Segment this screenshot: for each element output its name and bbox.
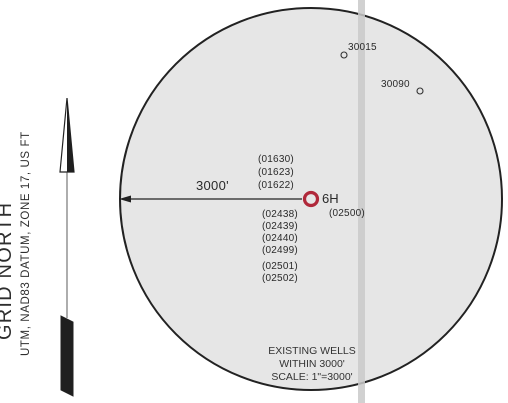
note-line: WITHIN 3000': [279, 358, 345, 370]
note-line: EXISTING WELLS: [268, 345, 356, 357]
grid-north-label: GRID NORTH: [0, 201, 16, 340]
radius-arrow-icon: [119, 195, 131, 203]
well-id-label: (01630): [258, 154, 294, 165]
well-marker-30015: [340, 51, 348, 59]
well-id-label: (02440): [262, 233, 298, 244]
radius-distance-label: 3000': [196, 178, 229, 193]
well-marker-30090: [416, 87, 424, 95]
well-id-label: (02438): [262, 209, 298, 220]
well-id-label: 30015: [348, 42, 377, 53]
well-id-label: (02499): [262, 245, 298, 256]
subject-well-marker: [302, 190, 320, 208]
well-id-label: (02502): [262, 273, 298, 284]
well-id-label: 30090: [381, 79, 410, 90]
north-arrow-icon: [59, 97, 75, 397]
well-id-label: (02439): [262, 221, 298, 232]
well-id-label: (02501): [262, 261, 298, 272]
existing-wells-note: EXISTING WELLS WITHIN 3000' SCALE: 1"=30…: [252, 345, 372, 384]
scan-fold-band: [358, 0, 365, 403]
well-id-label: (01623): [258, 167, 294, 178]
note-line: SCALE: 1"=3000': [271, 371, 353, 383]
north-legend: GRID NORTH UTM, NAD83 DATUM, ZONE 17, US…: [0, 96, 38, 356]
subject-well-label: 6H: [322, 191, 339, 206]
well-id-label: (01622): [258, 180, 294, 191]
well-id-label: (02500): [329, 208, 365, 219]
datum-label: UTM, NAD83 DATUM, ZONE 17, US FT: [20, 131, 32, 356]
